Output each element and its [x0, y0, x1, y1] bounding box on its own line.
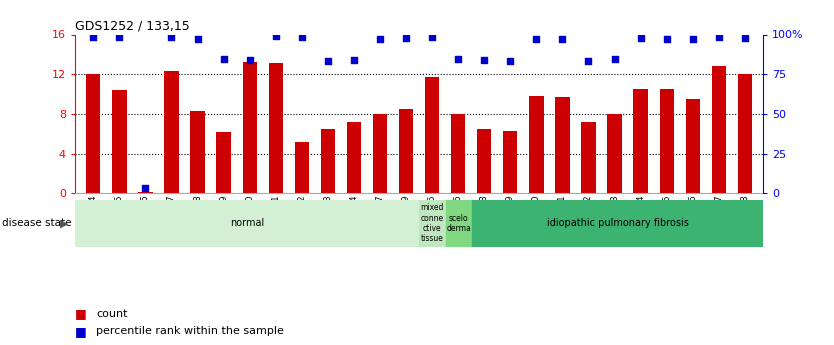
Bar — [425, 77, 440, 193]
Bar — [581, 122, 595, 193]
Text: disease state: disease state — [2, 218, 71, 228]
Text: GDS1252 / 133,15: GDS1252 / 133,15 — [75, 20, 190, 33]
Point — [138, 186, 152, 191]
Bar — [269, 63, 283, 193]
Bar — [451, 114, 465, 193]
Bar — [138, 192, 153, 193]
Bar — [472, 200, 763, 247]
Text: idiopathic pulmonary fibrosis: idiopathic pulmonary fibrosis — [546, 218, 689, 228]
Point — [295, 35, 309, 40]
Text: ▶: ▶ — [60, 218, 68, 228]
Bar — [347, 122, 361, 193]
Bar — [113, 90, 127, 193]
Point — [399, 36, 413, 41]
Point — [555, 37, 569, 42]
Point — [608, 57, 621, 62]
Bar — [75, 200, 419, 247]
Point — [321, 59, 334, 64]
Point — [191, 37, 204, 42]
Point — [634, 36, 647, 41]
Bar — [477, 129, 491, 193]
Point — [165, 35, 178, 40]
Bar — [294, 141, 309, 193]
Point — [738, 36, 751, 41]
Point — [217, 57, 230, 62]
Text: percentile rank within the sample: percentile rank within the sample — [96, 326, 284, 336]
Bar — [164, 71, 178, 193]
Point — [269, 34, 283, 39]
Bar — [445, 200, 472, 247]
Text: ■: ■ — [75, 325, 87, 338]
Point — [530, 37, 543, 42]
Bar — [660, 89, 674, 193]
Text: count: count — [96, 309, 128, 319]
Bar — [419, 200, 445, 247]
Bar — [373, 114, 387, 193]
Bar — [530, 96, 544, 193]
Point — [504, 59, 517, 64]
Bar — [711, 66, 726, 193]
Point — [451, 57, 465, 62]
Text: ■: ■ — [75, 307, 87, 321]
Bar — [607, 114, 621, 193]
Point — [660, 37, 673, 42]
Point — [686, 37, 700, 42]
Point — [582, 59, 595, 64]
Bar — [190, 111, 204, 193]
Bar — [243, 62, 257, 193]
Point — [374, 37, 387, 42]
Point — [243, 58, 256, 63]
Point — [347, 58, 360, 63]
Point — [712, 35, 726, 40]
Point — [478, 58, 491, 63]
Bar — [321, 129, 335, 193]
Bar — [86, 74, 100, 193]
Point — [113, 35, 126, 40]
Bar — [399, 109, 413, 193]
Text: scelo
derma: scelo derma — [446, 214, 471, 233]
Text: mixed
conne
ctive
tissue: mixed conne ctive tissue — [420, 203, 444, 244]
Bar — [738, 74, 752, 193]
Bar — [686, 99, 700, 193]
Point — [87, 35, 100, 40]
Bar — [555, 97, 570, 193]
Point — [425, 35, 439, 40]
Bar — [634, 89, 648, 193]
Text: normal: normal — [230, 218, 264, 228]
Bar — [217, 132, 231, 193]
Bar — [503, 131, 517, 193]
